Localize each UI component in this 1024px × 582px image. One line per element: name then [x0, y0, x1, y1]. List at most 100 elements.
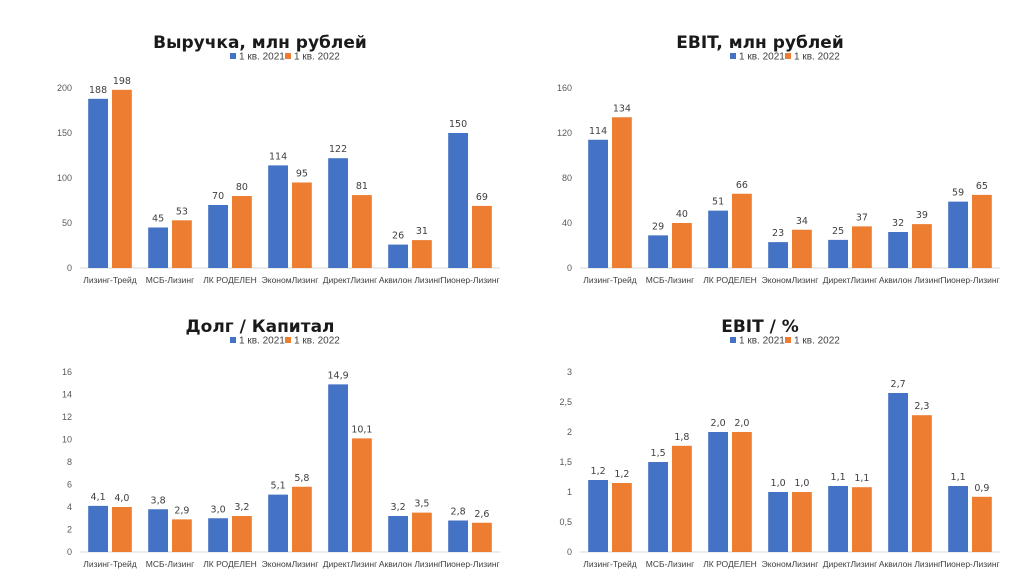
data-label: 31: [416, 226, 428, 237]
bar-q1-2022: [112, 507, 132, 552]
data-label: 2,9: [174, 505, 189, 516]
chart-panel-ebit-percent: EBIT / % 1 кв. 2021 1 кв. 2022 0 0,5 1 1,5 2 2,5…: [510, 312, 1010, 582]
x-category-label: МСБ-Лизинг: [146, 559, 194, 569]
x-category-label: Аквилон Лизинг: [879, 559, 941, 569]
x-category-label: ЛК РОДЕЛЕН: [203, 559, 257, 569]
y-tick-label: 14: [62, 390, 72, 400]
y-tick-label: 0: [567, 547, 572, 557]
data-label: 5,1: [271, 481, 286, 492]
bar-q1-2022: [672, 223, 692, 268]
bar-q1-2021: [208, 205, 228, 268]
bar-q1-2022: [852, 226, 872, 268]
bar-q1-2021: [888, 393, 908, 552]
data-label: 34: [796, 216, 808, 227]
chart-title: EBIT / %: [721, 317, 799, 337]
bar-q1-2022: [912, 415, 932, 552]
chart-panel-debt-equity: Долг / Капитал 1 кв. 2021 1 кв. 2022 0 2 4 6 8 1…: [10, 312, 510, 582]
bar-q1-2022: [972, 194, 992, 268]
legend-label: 1 кв. 2021: [239, 336, 285, 347]
data-label: 114: [269, 151, 287, 162]
x-category-label: ЭкономЛизинг: [262, 559, 319, 569]
data-label: 45: [152, 214, 164, 225]
bar-q1-2021: [648, 462, 668, 552]
y-tick-label: 6: [67, 480, 72, 490]
y-tick-label: 0: [567, 263, 572, 273]
y-tick-label: 2: [567, 427, 572, 437]
data-label: 1,1: [854, 473, 869, 484]
x-category-label: ЭкономЛизинг: [762, 559, 819, 569]
legend-swatch: [285, 337, 291, 343]
data-label: 1,5: [651, 448, 666, 459]
x-category-label: Аквилон Лизинг: [379, 275, 441, 285]
bar-q1-2021: [148, 509, 168, 552]
bar-q1-2021: [708, 210, 728, 268]
data-label: 1,1: [951, 472, 966, 483]
bar-q1-2022: [612, 117, 632, 268]
bar-q1-2022: [352, 438, 372, 552]
data-label: 134: [613, 103, 631, 114]
legend-label: 1 кв. 2022: [294, 52, 340, 63]
y-tick-label: 12: [62, 412, 72, 422]
x-category-label: МСБ-Лизинг: [646, 275, 694, 285]
bar-q1-2022: [612, 483, 632, 552]
y-tick-label: 160: [557, 83, 572, 93]
bar-q1-2021: [588, 139, 608, 268]
bar-q1-2022: [852, 487, 872, 552]
y-tick-label: 1,5: [559, 457, 572, 467]
chart-panel-ebit: EBIT, млн рублей 1 кв. 2021 1 кв. 2022 0 40 8…: [510, 28, 1010, 298]
data-label: 26: [392, 231, 404, 242]
data-label: 1,2: [591, 466, 606, 477]
y-tick-label: 0: [67, 547, 72, 557]
x-category-label: ЭкономЛизинг: [762, 275, 819, 285]
bar-q1-2021: [148, 227, 168, 268]
data-label: 2,7: [891, 379, 906, 390]
data-label: 37: [856, 212, 868, 223]
chart-panel-revenue: Выручка, млн рублей 1 кв. 2021 1 кв. 2022 0…: [10, 28, 510, 298]
x-category-label: ЭкономЛизинг: [262, 275, 319, 285]
bar-q1-2021: [328, 158, 348, 268]
legend-label: 1 кв. 2022: [794, 336, 840, 347]
data-label: 2,3: [914, 401, 929, 412]
y-tick-label: 16: [62, 367, 72, 377]
x-category-label: ДиректЛизинг: [323, 275, 377, 285]
bar-q1-2022: [732, 193, 752, 268]
x-category-label: МСБ-Лизинг: [646, 559, 694, 569]
legend-swatch: [785, 53, 791, 59]
legend-swatch: [230, 53, 236, 59]
bar-q1-2022: [732, 432, 752, 552]
data-label: 1,8: [674, 432, 689, 443]
data-label: 4,1: [91, 492, 106, 503]
legend-label: 1 кв. 2021: [739, 52, 785, 63]
x-category-label: Аквилон Лизинг: [379, 559, 441, 569]
legend-label: 1 кв. 2022: [794, 52, 840, 63]
data-label: 3,0: [211, 504, 226, 515]
bar-q1-2022: [912, 224, 932, 268]
bar-q1-2022: [472, 522, 492, 552]
data-label: 114: [589, 126, 607, 137]
bar-q1-2022: [792, 492, 812, 552]
bar-q1-2022: [172, 220, 192, 268]
x-category-label: Аквилон Лизинг: [879, 275, 941, 285]
data-label: 81: [356, 181, 368, 192]
data-label: 1,1: [831, 472, 846, 483]
bar-q1-2022: [292, 182, 312, 268]
y-tick-label: 120: [557, 128, 572, 138]
y-tick-label: 0,5: [559, 517, 572, 527]
data-label: 3,2: [391, 502, 406, 513]
chart-title: Выручка, млн рублей: [153, 33, 367, 53]
x-category-label: Лизинг-Трейд: [83, 559, 137, 569]
data-label: 5,8: [294, 473, 309, 484]
data-label: 4,0: [114, 493, 129, 504]
data-label: 188: [89, 85, 107, 96]
data-label: 2,0: [734, 418, 749, 429]
y-tick-label: 40: [562, 218, 572, 228]
data-label: 0,9: [974, 483, 989, 494]
y-tick-label: 2,5: [559, 397, 572, 407]
data-label: 40: [676, 209, 688, 220]
legend-label: 1 кв. 2021: [239, 52, 285, 63]
bar-q1-2022: [792, 229, 812, 268]
y-tick-label: 0: [67, 263, 72, 273]
bar-q1-2021: [648, 235, 668, 268]
legend-label: 1 кв. 2021: [739, 336, 785, 347]
